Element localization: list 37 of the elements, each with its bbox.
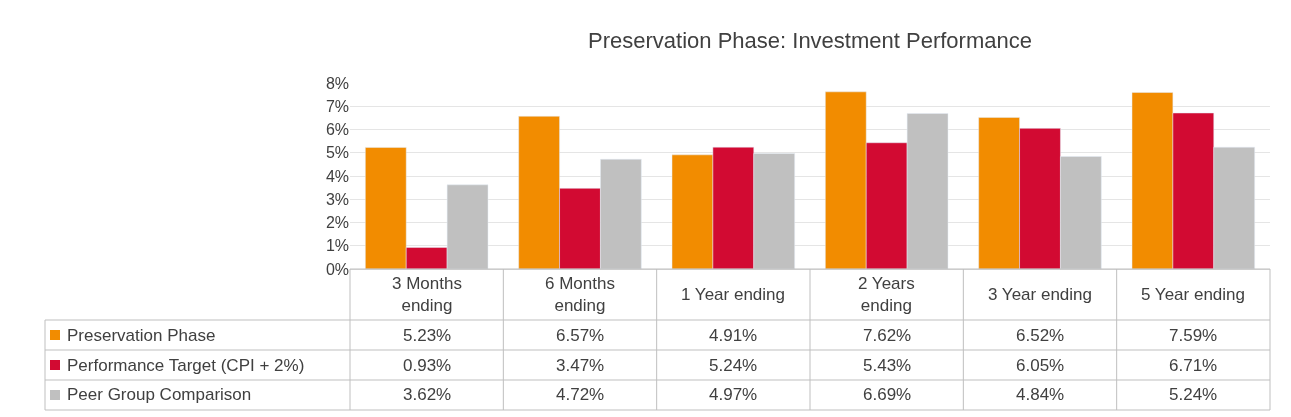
chart-title: Preservation Phase: Investment Performance: [588, 27, 1032, 53]
y-tick-label: 6%: [325, 121, 349, 139]
data-label: 7.59%: [1169, 326, 1218, 345]
data-label: 4.84%: [1016, 385, 1065, 404]
x-tick-label: 3 Year ending: [988, 285, 1092, 304]
data-label: 6.05%: [1016, 356, 1065, 375]
x-tick-label: 2 Years ending: [858, 274, 915, 316]
data-label: 5.43%: [863, 356, 912, 375]
legend-label: Peer Group Comparison: [67, 385, 252, 404]
data-label: 0.93%: [403, 356, 452, 375]
data-label: 4.97%: [709, 385, 758, 404]
y-tick-label: 0%: [325, 260, 349, 278]
y-tick-label: 5%: [325, 144, 349, 162]
y-tick-label: 4%: [325, 167, 349, 185]
x-tick-label: 1 Year ending: [681, 285, 785, 304]
y-tick-label: 8%: [325, 74, 349, 92]
y-tick-label: 3%: [325, 190, 349, 208]
data-label: 5.24%: [1169, 385, 1218, 404]
y-tick-label: 7%: [325, 97, 349, 115]
data-label: 6.71%: [1169, 356, 1218, 375]
data-label: 4.91%: [709, 326, 758, 345]
x-tick-label: 3 Months ending: [392, 274, 462, 316]
data-label: 5.23%: [403, 326, 452, 345]
data-label: 3.62%: [403, 385, 452, 404]
data-label: 6.52%: [1016, 326, 1065, 345]
legend-label: Performance Target (CPI + 2%): [67, 356, 305, 375]
x-tick-label: 6 Months ending: [545, 274, 615, 316]
data-label: 5.24%: [709, 356, 758, 375]
y-tick-label: 1%: [325, 237, 349, 255]
x-tick-label: 5 Year ending: [1141, 285, 1245, 304]
legend-label: Preservation Phase: [67, 326, 216, 345]
data-label: 6.69%: [863, 385, 912, 404]
data-label: 7.62%: [863, 326, 912, 345]
y-tick-label: 2%: [325, 214, 349, 232]
data-label: 4.72%: [556, 385, 605, 404]
data-label: 6.57%: [556, 326, 605, 345]
data-label: 3.47%: [556, 356, 605, 375]
